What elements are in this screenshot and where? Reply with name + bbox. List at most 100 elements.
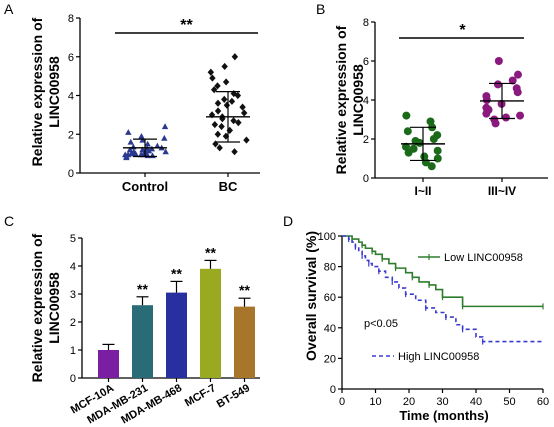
c-annot-4: ** (239, 282, 250, 298)
a-point-0-9 (137, 151, 145, 158)
a-point-1-7 (218, 122, 225, 131)
b-point-1-12 (493, 80, 502, 89)
c-y-tick-label-0: 0 (70, 373, 76, 385)
d-pvalue: p<0.05 (364, 318, 398, 330)
a-point-1-0 (231, 148, 238, 156)
a-point-1-16 (223, 101, 231, 109)
a-point-0-11 (154, 142, 161, 149)
chart-layer: 0 2 4 6 8 Control BC ** 0 2 4 6 8 I~II III~IV * 0 1 2 3 4 5 MC… (68, 13, 549, 427)
a-point-0-25 (139, 136, 146, 143)
b-point-0-6 (409, 144, 418, 153)
ylabel-a-line2: LINC00958 (46, 56, 62, 128)
c-y-tick-label-3: 3 (70, 289, 76, 301)
b-point-1-3 (516, 111, 525, 120)
a-point-1-17 (214, 99, 222, 107)
a-point-1-3 (243, 136, 250, 144)
ylabel-c-line2: LINC00958 (46, 272, 62, 344)
b-point-1-9 (482, 92, 491, 101)
d-y-tick-label-5: 100 (318, 231, 336, 243)
b-point-0-15 (402, 111, 411, 120)
a-point-0-20 (127, 138, 134, 145)
a-sig-label: ** (180, 17, 193, 34)
b-point-0-11 (433, 131, 442, 140)
a-y-tick-label-0: 0 (68, 168, 74, 180)
a-point-1-8 (211, 120, 219, 129)
b-y-tick-label-1: 2 (363, 134, 369, 146)
c-annot-3: ** (205, 244, 216, 260)
d-x-tick-label-5: 50 (503, 396, 515, 408)
b-point-0-2 (433, 154, 442, 163)
ylabel-b-line2: LINC00958 (350, 64, 366, 136)
a-point-1-28 (231, 53, 239, 61)
d-y-tick-label-1: 20 (324, 353, 336, 365)
a-point-1-22 (210, 86, 218, 94)
a-y-tick-label-4: 8 (68, 13, 74, 25)
c-annot-2: ** (171, 265, 182, 281)
ylabel-d-text: Overall survival (%) (303, 231, 319, 361)
b-y-tick-label-2: 4 (363, 95, 369, 107)
a-point-1-9 (235, 119, 242, 127)
panel-label-b: B (316, 1, 325, 17)
panel-label-d: D (283, 213, 293, 229)
c-annot-1: ** (137, 281, 148, 297)
a-point-1-25 (209, 74, 216, 82)
ylabel-a-line1: Relative expression of (29, 17, 45, 166)
a-point-1-14 (214, 107, 222, 115)
ylabel-c-line1: Relative expression of (29, 233, 45, 382)
c-bar-4 (234, 306, 255, 378)
a-point-1-29 (230, 117, 237, 125)
d-x-tick-label-0: 0 (339, 396, 345, 408)
a-point-0-13 (123, 154, 130, 161)
ylabel-a: Relative expression of LINC00958 (29, 17, 62, 166)
ylabel-d: Overall survival (%) (303, 231, 319, 361)
a-y-tick-label-2: 4 (68, 91, 74, 103)
d-x-tick-label-4: 40 (470, 396, 482, 408)
a-point-1-1 (216, 144, 223, 152)
panel-label-c: C (4, 213, 14, 229)
d-x-tick-label-1: 10 (369, 396, 381, 408)
d-x-tick-label-6: 60 (537, 396, 549, 408)
a-point-1-19 (221, 95, 228, 103)
a-x-tick-label-0: Control (122, 179, 168, 194)
a-point-0-18 (144, 140, 151, 147)
c-y-tick-label-5: 5 (70, 233, 76, 245)
b-point-1-1 (490, 115, 499, 124)
b-y-tick-label-0: 0 (363, 173, 369, 185)
a-point-1-26 (207, 68, 215, 76)
b-point-0-14 (426, 117, 435, 126)
b-point-0-9 (411, 136, 420, 145)
b-x-tick-label-0: I~II (414, 184, 431, 198)
d-y-tick-label-3: 60 (324, 292, 336, 304)
a-point-0-27 (128, 150, 135, 157)
d-y-tick-label-4: 80 (324, 262, 336, 274)
b-point-0-0 (427, 162, 436, 171)
c-bar-1 (132, 305, 153, 378)
c-y-tick-label-4: 4 (70, 261, 76, 273)
c-x-tick-label-3: MCF-7 (183, 382, 218, 409)
xlabel-d: Time (months) (399, 408, 488, 423)
a-point-0-24 (125, 129, 132, 135)
b-point-0-7 (401, 142, 410, 151)
b-point-0-3 (420, 152, 429, 161)
a-y-tick-label-3: 6 (68, 52, 74, 64)
d-x-tick-label-3: 30 (436, 396, 448, 408)
a-point-0-22 (161, 134, 168, 141)
b-point-1-13 (508, 76, 517, 85)
b-x-tick-label-1: III~IV (488, 184, 516, 198)
c-bar-3 (200, 268, 221, 378)
d-y-tick-label-2: 40 (324, 323, 336, 335)
c-y-tick-label-2: 2 (70, 317, 76, 329)
c-bar-0 (98, 350, 119, 378)
c-bar-2 (166, 292, 187, 378)
b-point-1-2 (501, 113, 510, 122)
ylabel-b-line1: Relative expression of (333, 25, 349, 174)
b-y-tick-label-4: 8 (363, 17, 369, 29)
a-point-1-13 (240, 109, 248, 117)
a-point-1-5 (214, 130, 222, 138)
a-point-1-24 (222, 78, 230, 86)
c-x-tick-label-4: BT-549 (215, 382, 252, 410)
a-point-0-23 (162, 148, 169, 155)
a-point-0-28 (138, 132, 145, 139)
d-legend-label-1: High LINC00958 (398, 351, 479, 363)
